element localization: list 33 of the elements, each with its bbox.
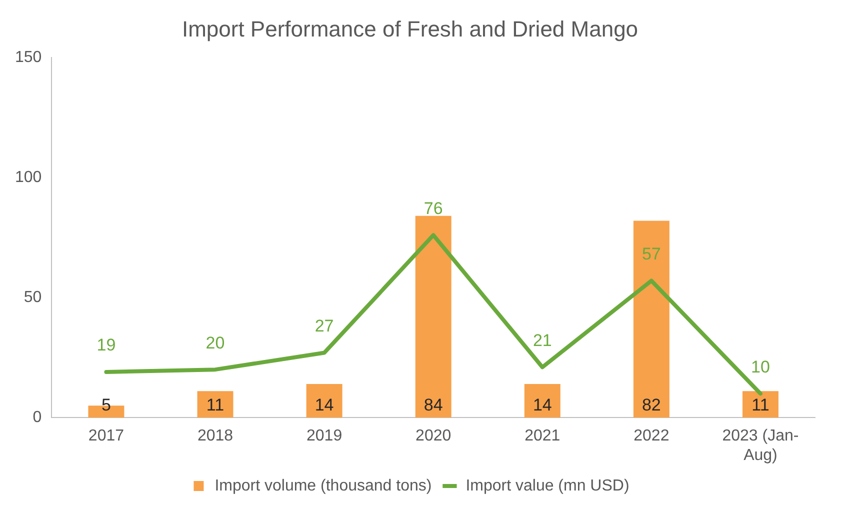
bar xyxy=(306,384,342,418)
y-tick-label: 0 xyxy=(32,409,42,426)
bar xyxy=(633,220,670,418)
data-label: 27 xyxy=(314,316,334,336)
data-label: 57 xyxy=(642,244,661,264)
bar xyxy=(524,384,560,418)
bar xyxy=(742,391,778,418)
legend-label: Import volume (thousand tons) xyxy=(214,477,432,494)
data-label: 76 xyxy=(424,198,443,218)
x-tick-label: 2021 xyxy=(524,428,560,445)
bar xyxy=(415,216,452,418)
x-tick-label: 2019 xyxy=(306,428,342,445)
data-label: 14 xyxy=(532,395,552,414)
data-label: 82 xyxy=(642,395,661,414)
x-tick-label: 2022 xyxy=(634,428,670,445)
x-tick-label: 2020 xyxy=(416,428,452,445)
x-tick-label: 2018 xyxy=(197,428,234,445)
y-tick-label: 50 xyxy=(24,288,42,306)
data-label: 11 xyxy=(206,395,224,414)
data-label: 84 xyxy=(424,395,443,414)
legend-label: Import value (mn USD) xyxy=(466,477,630,494)
data-label: 19 xyxy=(96,336,116,355)
x-tick-label: 2017 xyxy=(88,428,124,445)
chart-title: Import Performance of Fresh and Dried Mango xyxy=(182,16,638,42)
y-tick-label: 100 xyxy=(14,168,42,186)
x-tick-label: 2023 (Jan-Aug) xyxy=(722,428,799,464)
data-label: 21 xyxy=(532,330,552,350)
data-label: 20 xyxy=(206,333,225,352)
data-label: 10 xyxy=(751,357,770,376)
y-tick-label: 150 xyxy=(14,48,42,66)
data-label: 11 xyxy=(752,395,770,414)
data-label: 14 xyxy=(314,395,334,414)
bar xyxy=(197,391,234,418)
